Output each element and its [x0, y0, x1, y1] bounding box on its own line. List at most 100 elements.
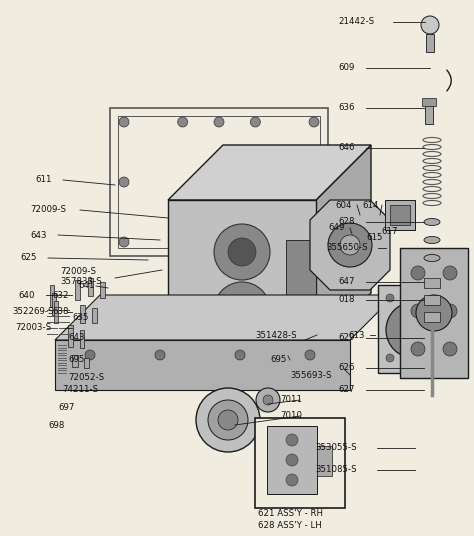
Bar: [267, 426, 317, 494]
Polygon shape: [55, 340, 350, 390]
Text: 647: 647: [338, 278, 355, 287]
Text: 697: 697: [58, 404, 74, 413]
Bar: [385, 200, 415, 230]
Bar: [50, 285, 54, 307]
Ellipse shape: [424, 236, 440, 243]
Circle shape: [286, 434, 298, 446]
Bar: [84, 358, 89, 368]
Text: 351428-S: 351428-S: [255, 331, 297, 339]
Bar: [424, 278, 440, 288]
Bar: [110, 108, 328, 256]
Text: 72009-S: 72009-S: [60, 267, 96, 277]
Text: 74211-S: 74211-S: [62, 385, 98, 394]
Polygon shape: [316, 145, 371, 348]
Text: 355650-S: 355650-S: [326, 243, 368, 252]
Circle shape: [119, 117, 129, 127]
Ellipse shape: [424, 255, 440, 262]
Circle shape: [286, 474, 298, 486]
Bar: [68, 325, 73, 347]
Circle shape: [178, 237, 188, 247]
Ellipse shape: [424, 219, 440, 226]
Bar: [52, 293, 56, 315]
Bar: [255, 418, 345, 508]
Text: 72052-S: 72052-S: [68, 374, 104, 383]
Circle shape: [263, 395, 273, 405]
Bar: [425, 102, 433, 124]
Circle shape: [305, 350, 315, 360]
Bar: [286, 240, 316, 310]
Text: 649: 649: [328, 224, 345, 233]
Circle shape: [218, 410, 238, 430]
Text: 357833-S: 357833-S: [60, 278, 101, 287]
Circle shape: [85, 350, 95, 360]
Circle shape: [386, 354, 394, 362]
Circle shape: [119, 237, 129, 247]
Text: 629: 629: [338, 333, 355, 343]
Text: 611: 611: [35, 175, 52, 184]
Text: 72003-S: 72003-S: [15, 324, 51, 332]
Circle shape: [404, 320, 424, 340]
Circle shape: [386, 294, 394, 302]
Circle shape: [286, 454, 298, 466]
Polygon shape: [310, 200, 390, 290]
Text: 621 ASS'Y - RH: 621 ASS'Y - RH: [258, 510, 323, 518]
Text: 640: 640: [18, 291, 35, 300]
Text: 7010: 7010: [280, 412, 302, 421]
Text: 72009-S: 72009-S: [30, 205, 66, 214]
Text: 641: 641: [78, 281, 94, 291]
Text: 646: 646: [338, 144, 355, 153]
Bar: [390, 205, 410, 225]
Text: 21442-S: 21442-S: [338, 18, 374, 26]
Circle shape: [386, 302, 442, 358]
Circle shape: [155, 350, 165, 360]
Circle shape: [235, 350, 245, 360]
Bar: [168, 200, 316, 348]
Bar: [54, 301, 58, 323]
Text: 638: 638: [52, 308, 69, 316]
Text: 695: 695: [68, 355, 84, 364]
Text: 353055-S: 353055-S: [315, 443, 356, 452]
Circle shape: [228, 238, 256, 266]
Circle shape: [309, 177, 319, 187]
Bar: [317, 446, 332, 476]
Circle shape: [443, 266, 457, 280]
Text: 632: 632: [52, 292, 69, 301]
Bar: [72, 355, 78, 367]
Bar: [426, 34, 434, 52]
Text: 613: 613: [348, 331, 365, 339]
Circle shape: [256, 388, 280, 412]
Bar: [80, 330, 84, 348]
Circle shape: [443, 304, 457, 318]
Text: 604: 604: [335, 200, 352, 210]
Text: 355693-S: 355693-S: [290, 370, 331, 379]
Circle shape: [309, 117, 319, 127]
Text: 635: 635: [72, 314, 89, 323]
Circle shape: [214, 224, 270, 280]
Polygon shape: [55, 295, 395, 340]
Text: 628: 628: [338, 218, 355, 227]
Circle shape: [214, 237, 224, 247]
Text: 695: 695: [270, 355, 286, 364]
Text: 351085-S: 351085-S: [315, 465, 356, 474]
Circle shape: [208, 400, 248, 440]
Text: 627: 627: [338, 385, 355, 394]
Circle shape: [214, 117, 224, 127]
Bar: [88, 278, 93, 296]
Text: 625: 625: [20, 254, 36, 263]
Bar: [424, 312, 440, 322]
Bar: [80, 305, 85, 323]
Text: 617: 617: [382, 227, 398, 236]
Circle shape: [411, 342, 425, 356]
Text: 615: 615: [367, 234, 383, 242]
Bar: [92, 308, 97, 323]
Text: 609: 609: [338, 63, 355, 72]
Circle shape: [411, 266, 425, 280]
Circle shape: [250, 237, 260, 247]
Circle shape: [228, 296, 256, 324]
Text: 626: 626: [338, 363, 355, 373]
Circle shape: [416, 295, 452, 331]
Circle shape: [431, 294, 439, 302]
Text: 352269-S: 352269-S: [12, 308, 54, 316]
Circle shape: [178, 117, 188, 127]
Text: 628 ASS'Y - LH: 628 ASS'Y - LH: [258, 522, 322, 531]
